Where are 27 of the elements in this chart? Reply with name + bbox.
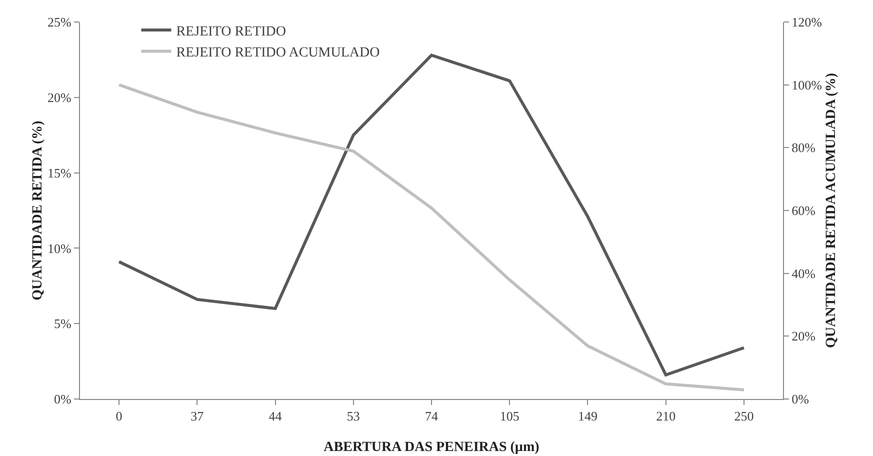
y-tick-label: 20% — [48, 90, 72, 105]
y-tick-label: 5% — [54, 316, 72, 332]
x-tick-label: 44 — [268, 408, 282, 424]
y-axis-title: QUANTIDADE RETIDA (%) — [30, 120, 46, 300]
x-tick-label: 105 — [500, 408, 520, 424]
x-tick-label: 149 — [578, 408, 598, 424]
y2-tick-label: 80% — [792, 140, 816, 156]
y-tick-label: 15% — [48, 165, 72, 180]
y2-axis-title: QUANTIDADE RETIDA ACUMULADA (%) — [824, 72, 840, 348]
y2-tick-label: 60% — [792, 203, 816, 218]
x-tick-label: 250 — [734, 408, 754, 424]
x-tick-label: 0 — [116, 408, 122, 424]
y2-tick-label: 120% — [792, 14, 822, 30]
x-axis-title: ABERTURA DAS PENEIRAS (µm) — [324, 440, 540, 455]
x-tick-label: 210 — [656, 408, 676, 424]
y2-tick-label: 20% — [792, 328, 816, 344]
x-tick-label: 74 — [425, 408, 438, 424]
x-tick-label: 53 — [346, 408, 360, 424]
y2-tick-label: 0% — [792, 392, 810, 407]
legend-label: REJEITO RETIDO ACUMULADO — [176, 46, 380, 61]
y-tick-label: 25% — [48, 14, 72, 30]
y2-tick-label: 100% — [792, 77, 822, 92]
x-tick-label: 37 — [190, 408, 204, 424]
y2-tick-label: 40% — [792, 266, 816, 281]
y-tick-label: 10% — [48, 240, 72, 256]
legend-label: REJEITO RETIDO — [176, 24, 286, 40]
y-tick-label: 0% — [54, 392, 72, 407]
